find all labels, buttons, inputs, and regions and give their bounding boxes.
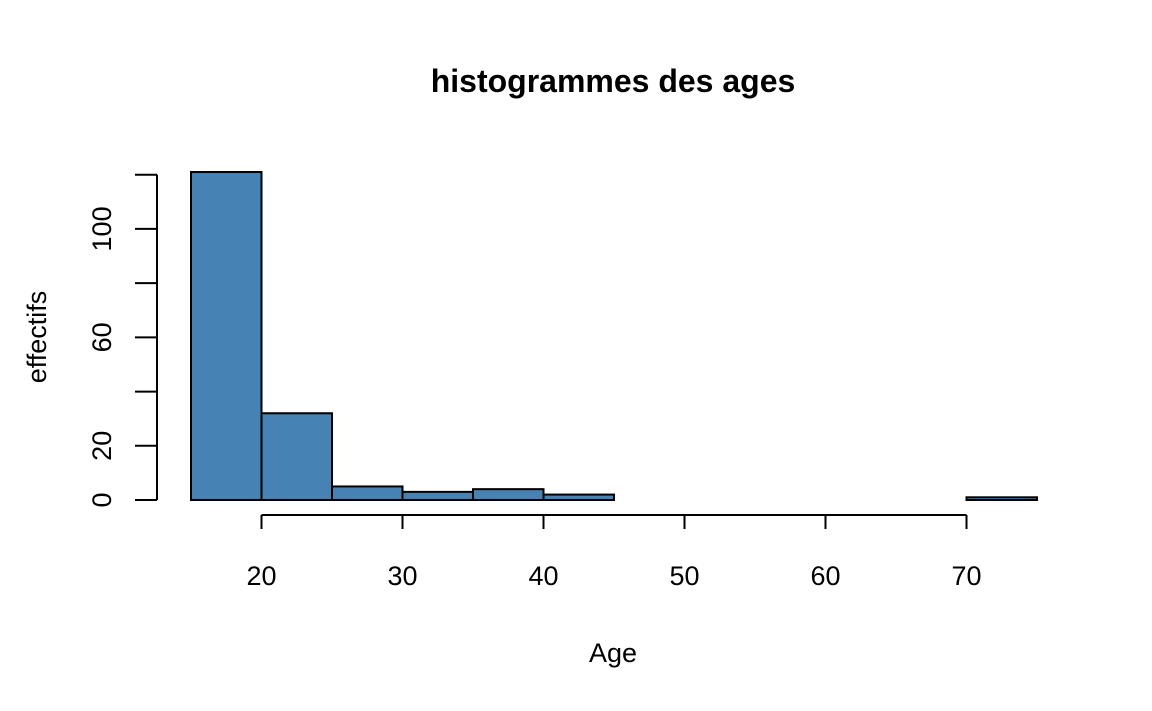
histogram-bar-0 [190,171,263,501]
x-tick-label-2: 40 [528,561,558,591]
x-tick-label-4: 60 [810,561,840,591]
y-tick-label-3: 60 [87,322,117,352]
histogram-bar-4 [472,488,545,501]
x-axis-label: Age [589,638,637,668]
y-tick-label-1: 20 [87,431,117,461]
x-tick-label-1: 30 [387,561,417,591]
histogram-bar-11 [965,496,1038,501]
histogram-bar-5 [542,493,615,502]
histogram-bar-1 [260,412,333,501]
y-tick-label-5: 100 [87,206,117,251]
bars-group [190,171,1038,502]
x-tick-label-5: 70 [951,561,981,591]
x-tick-label-0: 20 [246,561,276,591]
x-axis: 20 30 40 50 60 70 [246,514,982,591]
y-axis-label: effectifs [22,291,52,384]
x-tick-label-3: 50 [669,561,699,591]
histogram-bar-2 [331,485,404,502]
histogram-bar-3 [401,490,474,501]
chart-title: histogrammes des ages [431,63,796,99]
y-tick-label-0: 0 [87,492,117,507]
y-axis: 0 20 60 100 [87,173,158,508]
